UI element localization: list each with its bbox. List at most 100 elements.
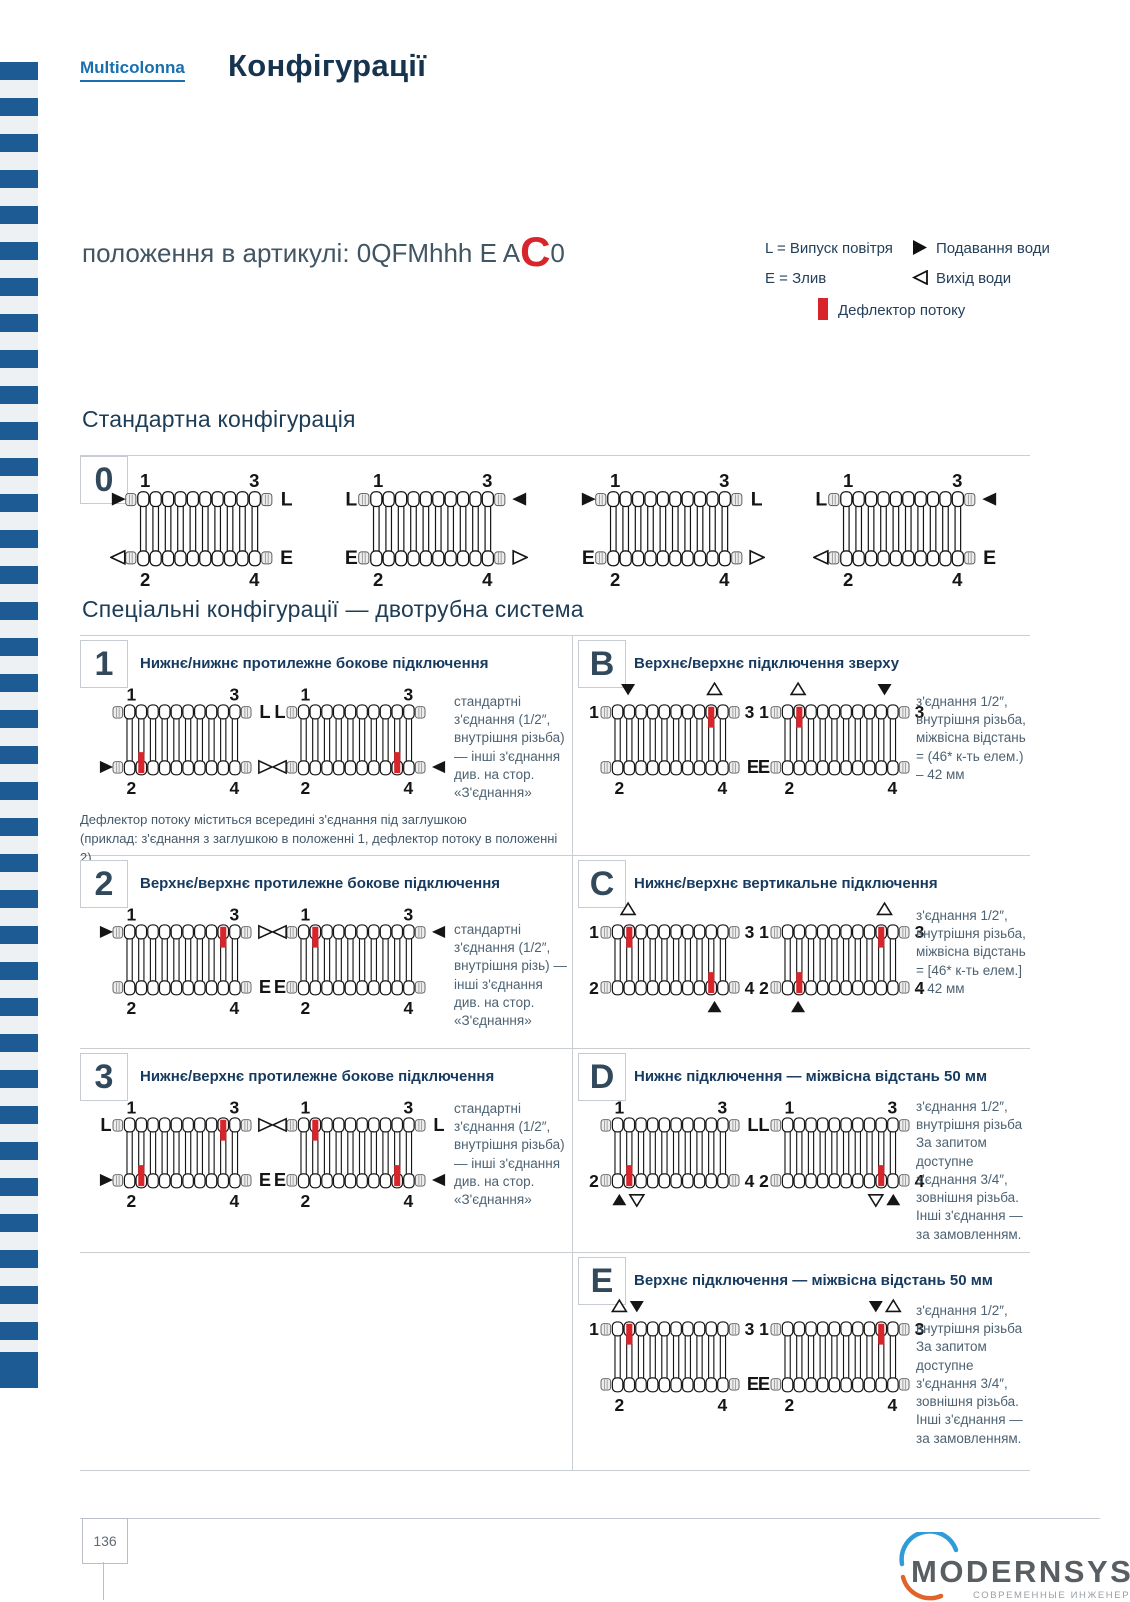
position-number: 4 [745, 978, 755, 998]
flow-deflector [878, 926, 885, 948]
position-number: 3 [230, 1098, 240, 1118]
position-number: 4 [888, 1395, 898, 1415]
config-label-B: B [578, 640, 626, 688]
radiator-diagram: 1 32 4E [99, 905, 273, 1018]
outlet-arrow-icon [110, 549, 126, 566]
supply-arrow-icon [99, 1173, 114, 1187]
logo-blue-arc [899, 1532, 959, 1567]
radiator-end-cap [770, 926, 782, 939]
position-number: 1 [300, 685, 310, 705]
position-number: 2 [126, 1191, 136, 1211]
radiator-end-cap [728, 1119, 740, 1132]
legend-outlet-label: Вихід води [936, 270, 1012, 287]
position-number: 1 [843, 470, 853, 491]
radiator-diagram: 1 3 2 4 L [272, 685, 446, 798]
air-vent-label: L [345, 489, 357, 511]
radiator-end-cap [358, 551, 370, 565]
position-number: 2 [759, 1171, 769, 1191]
position-number: 1 [126, 1098, 136, 1118]
flow-deflector [708, 706, 715, 728]
supply-arrow-icon [886, 1193, 901, 1206]
position-number: 4 [718, 778, 728, 798]
position-number: 1 [759, 702, 769, 722]
radiator-end-cap [112, 761, 124, 774]
standard-diagram-1: 1 3 2 4 L E [110, 462, 295, 601]
position-number: 3 [249, 470, 259, 491]
radiator-end-cap [240, 706, 252, 719]
radiator-end-cap [286, 1174, 298, 1187]
radiator-end-cap [112, 981, 124, 994]
standard-diagram-4: 1 3 2 4 L E [813, 462, 998, 601]
radiator-diagram: 1 32 4E [758, 1298, 925, 1415]
flow-deflector [878, 1165, 885, 1187]
config-cell-E: E Верхнє підключення — міжвісна відстань … [572, 1252, 1030, 1470]
position-number: 1 [300, 1098, 310, 1118]
radiator-end-cap [600, 1174, 612, 1187]
radiator-end-cap [112, 1119, 124, 1132]
position-number: 1 [610, 470, 620, 491]
modernsys-logo: MODERNSYS СОВРЕМЕННЫЕ ИНЖЕНЕРНЫЕ СИСТЕМЫ [899, 1532, 1130, 1601]
config-cell-2: 2 Верхнє/верхнє протилежне бокове підключ… [80, 855, 572, 1048]
table-row-divider [80, 635, 1030, 636]
position-number: 2 [614, 1395, 624, 1415]
outlet-arrow-icon [258, 1117, 273, 1133]
radiator-end-cap [600, 1378, 612, 1391]
logo-name-text: MODERNSYS [911, 1554, 1130, 1589]
radiator-end-cap [240, 761, 252, 774]
deflector-footnote: Дефлектор потоку міститься всередині з'є… [80, 812, 558, 865]
config-label-E: E [578, 1257, 626, 1305]
legend-outlet: Вихід води [911, 269, 1012, 289]
radiator-end-cap [770, 981, 782, 994]
radiator-end-cap [600, 926, 612, 939]
article-suffix: 0 [550, 238, 565, 268]
legend-supply: Подавання води [912, 240, 1050, 259]
radiator-end-cap [414, 1119, 426, 1132]
legend-deflector: Дефлектор потоку [818, 298, 965, 320]
config-title-B: Верхнє/верхнє підключення зверху [634, 655, 900, 672]
air-vent-label: L [815, 489, 827, 511]
special-section-heading: Спеціальні конфігурації — двотрубна сист… [82, 596, 584, 622]
radiator-end-cap [898, 1119, 910, 1132]
radiator-diagram: 1 3 2 4 L E [345, 470, 528, 590]
position-number: 4 [404, 998, 414, 1018]
position-number: 2 [610, 569, 620, 590]
supply-arrow-icon [431, 760, 446, 774]
radiator-end-cap [286, 1119, 298, 1132]
config-1-diagram-1: 1 3 2 4 L [98, 677, 273, 808]
flow-deflector [220, 926, 227, 948]
supply-arrow-icon [431, 1173, 446, 1187]
radiator-end-cap [240, 926, 252, 939]
position-number: 2 [589, 978, 599, 998]
position-number: 4 [719, 569, 730, 590]
drain-label: E [274, 976, 286, 997]
air-vent-label: L [281, 489, 293, 511]
logo-orange-arc [900, 1574, 944, 1601]
flow-deflector [796, 706, 803, 728]
radiator-end-cap [728, 981, 740, 994]
position-number: 1 [784, 1098, 794, 1118]
position-number: 2 [589, 1171, 599, 1191]
outlet-arrow-icon [272, 924, 287, 940]
radiator-end-cap [494, 551, 506, 565]
position-number: 4 [404, 778, 414, 798]
position-number: 2 [784, 778, 794, 798]
radiator-end-cap [728, 1174, 740, 1187]
special-configurations-table: 1 Нижнє/нижнє протилежне бокове підключен… [80, 635, 1030, 1471]
table-row-divider [80, 1252, 1030, 1253]
drain-label: E [983, 547, 996, 569]
config-E-diagram-2: 1 3 2 4 E [756, 1294, 931, 1425]
outlet-arrow-icon [706, 681, 723, 696]
radiator-end-cap [964, 493, 976, 507]
position-number: 1 [614, 1098, 624, 1118]
flow-deflector [394, 752, 401, 774]
article-highlight-letter: C [520, 228, 551, 275]
radiator-diagram: 1 3 2 4 L E [582, 470, 765, 590]
flow-deflector [138, 1165, 145, 1187]
radiator-end-cap [770, 1174, 782, 1187]
table-row-divider [80, 1048, 1030, 1049]
config-3-diagram-1: 1 3 2 4 L E [98, 1090, 273, 1221]
outlet-arrow-icon [258, 759, 273, 775]
radiator-end-cap [286, 981, 298, 994]
